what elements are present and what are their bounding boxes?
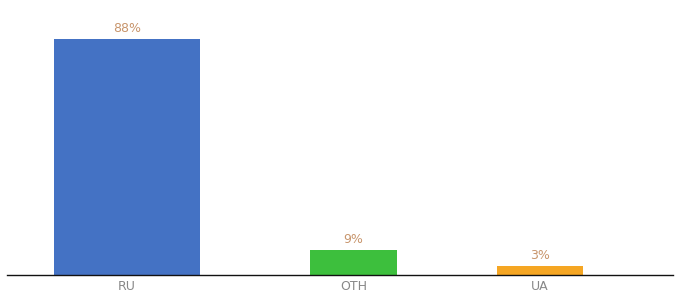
Bar [496, 266, 583, 274]
Text: 3%: 3% [530, 250, 549, 262]
Bar [54, 39, 200, 274]
Bar [310, 250, 396, 274]
Text: 9%: 9% [343, 233, 363, 246]
Text: 88%: 88% [113, 22, 141, 35]
